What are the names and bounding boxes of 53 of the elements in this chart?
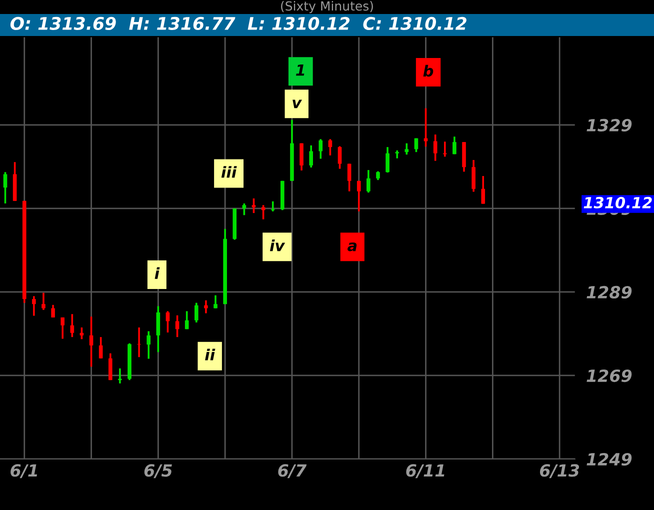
candlestick — [108, 352, 112, 381]
y-tick-label: 1329 — [586, 118, 632, 132]
candlestick — [184, 310, 189, 330]
candlestick — [347, 162, 352, 192]
candlestick — [338, 145, 342, 170]
candlestick — [356, 180, 361, 212]
candlestick — [452, 136, 456, 156]
y-tick-label: 1249 — [586, 452, 632, 466]
candlestick — [3, 171, 8, 204]
chart-subtitle: O: 1313.69 H: 1316.77 L: 1310.12 C: 1310.12 — [10, 16, 466, 30]
candlestick — [194, 302, 198, 324]
candlestick — [156, 305, 160, 353]
candlestick — [472, 159, 476, 193]
y-tick-label: 1289 — [586, 286, 632, 299]
x-tick-label: 6/5 — [144, 464, 172, 478]
text: 1310.12 — [584, 196, 652, 208]
candlestick — [175, 314, 180, 338]
candlestick — [300, 142, 304, 172]
candlestick — [60, 316, 65, 340]
candlestick — [137, 326, 141, 358]
candlestick — [433, 134, 438, 162]
candlestick — [366, 169, 370, 194]
annotation: iii — [221, 166, 237, 178]
candlestick — [80, 326, 84, 340]
x-tick-label: 6/11 — [406, 464, 444, 478]
candlestick — [51, 304, 55, 318]
candlestick — [386, 146, 390, 174]
candlestick — [146, 330, 151, 360]
annotation: i — [154, 267, 160, 279]
annotation: v — [292, 100, 302, 108]
candlestick — [242, 202, 246, 216]
y-tick-label: 1269 — [586, 369, 632, 382]
annotation: iv — [270, 239, 286, 252]
candlestick — [318, 138, 323, 160]
candlestick — [42, 292, 46, 311]
candlestick — [395, 149, 400, 160]
chart-title: (Sixty Minutes) — [281, 1, 373, 14]
annotation: 1 — [296, 64, 304, 76]
x-tick-label: 6/1 — [10, 464, 38, 478]
x-tick-label: 6/13 — [540, 464, 580, 478]
x-tick-label: 6/7 — [278, 464, 307, 478]
annotation: a — [348, 242, 357, 252]
candlestick — [309, 144, 313, 168]
candlestick — [404, 142, 409, 156]
candlestick — [261, 204, 266, 220]
candlestick — [70, 313, 74, 338]
candlestick — [89, 316, 94, 368]
annotation: b — [423, 64, 434, 77]
candlestick — [481, 175, 486, 205]
candlestick — [98, 336, 103, 360]
candlestick — [32, 295, 36, 317]
annotation: ii — [205, 348, 216, 360]
candlestick — [214, 294, 218, 310]
